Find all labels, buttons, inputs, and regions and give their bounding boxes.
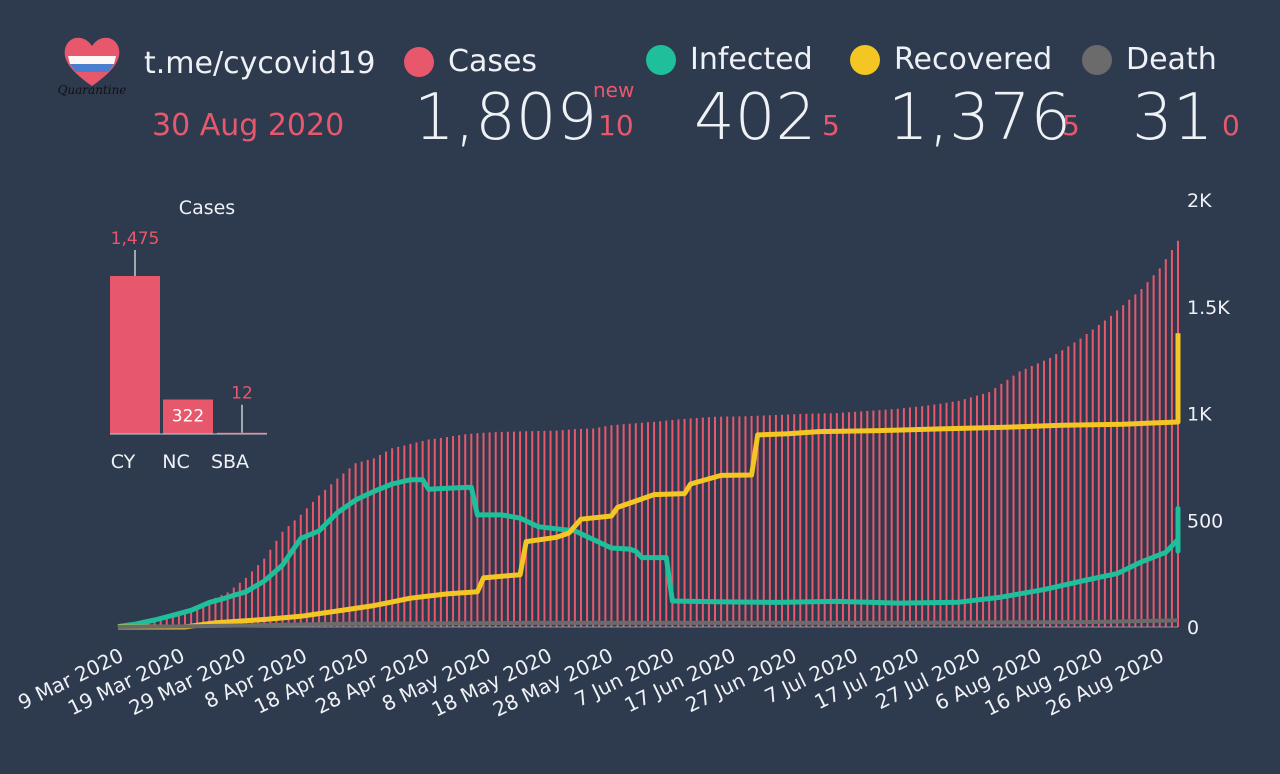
report-date: 30 Aug 2020 [152, 108, 345, 143]
recovered-new: 5 [1062, 109, 1080, 142]
legend-label: Recovered [894, 42, 1053, 77]
infected-dot-icon [646, 44, 676, 75]
inset-value-label: 1,475 [111, 229, 160, 249]
inset-value-label: 322 [172, 407, 204, 427]
inset-category-label: SBA [211, 451, 249, 473]
legend-death: Death [1082, 42, 1217, 77]
death-total: 31 [1132, 81, 1214, 155]
recovered-dot-icon [850, 44, 880, 75]
legend-label: Death [1126, 42, 1217, 77]
infected-total: 402 [694, 81, 817, 155]
inset-category-label: NC [162, 451, 189, 473]
inset-bar [163, 399, 213, 434]
legend-label: Cases [448, 44, 538, 79]
y-tick-label: 2K [1187, 190, 1212, 212]
inset-title: Cases [179, 197, 235, 219]
death-dot-icon [1082, 44, 1112, 75]
y-tick-label: 500 [1187, 510, 1223, 532]
y-tick-label: 0 [1187, 617, 1199, 639]
inset-bar [110, 276, 160, 434]
inset-value-label: 12 [231, 384, 253, 404]
channel-link[interactable]: t.me/cycovid19 [144, 46, 376, 81]
legend-infected: Infected [646, 42, 813, 77]
death-new: 0 [1222, 109, 1240, 142]
new-label: new [593, 78, 635, 102]
legend-recovered: Recovered [850, 42, 1052, 77]
region-bar-chart: Cases 1,475 CY 322 NC 12 SBA [110, 197, 267, 473]
infected-line [117, 477, 1181, 630]
logo-text: Quarantine [58, 83, 127, 97]
cases-dot-icon [404, 46, 434, 77]
recovered-line [118, 333, 1181, 630]
cases-new: 10 [598, 109, 634, 142]
y-tick-label: 1K [1187, 404, 1212, 426]
death-line [117, 618, 1179, 629]
y-tick-label: 1.5K [1187, 297, 1230, 319]
legend-cases: Cases [404, 44, 537, 79]
inset-bar [217, 432, 267, 434]
cases-total: 1,809 [414, 81, 598, 155]
infected-new: 5 [822, 109, 840, 142]
quarantine-logo: Quarantine [58, 37, 127, 97]
legend-label: Infected [690, 42, 813, 77]
inset-category-label: CY [111, 451, 136, 473]
recovered-total: 1,376 [888, 81, 1072, 155]
